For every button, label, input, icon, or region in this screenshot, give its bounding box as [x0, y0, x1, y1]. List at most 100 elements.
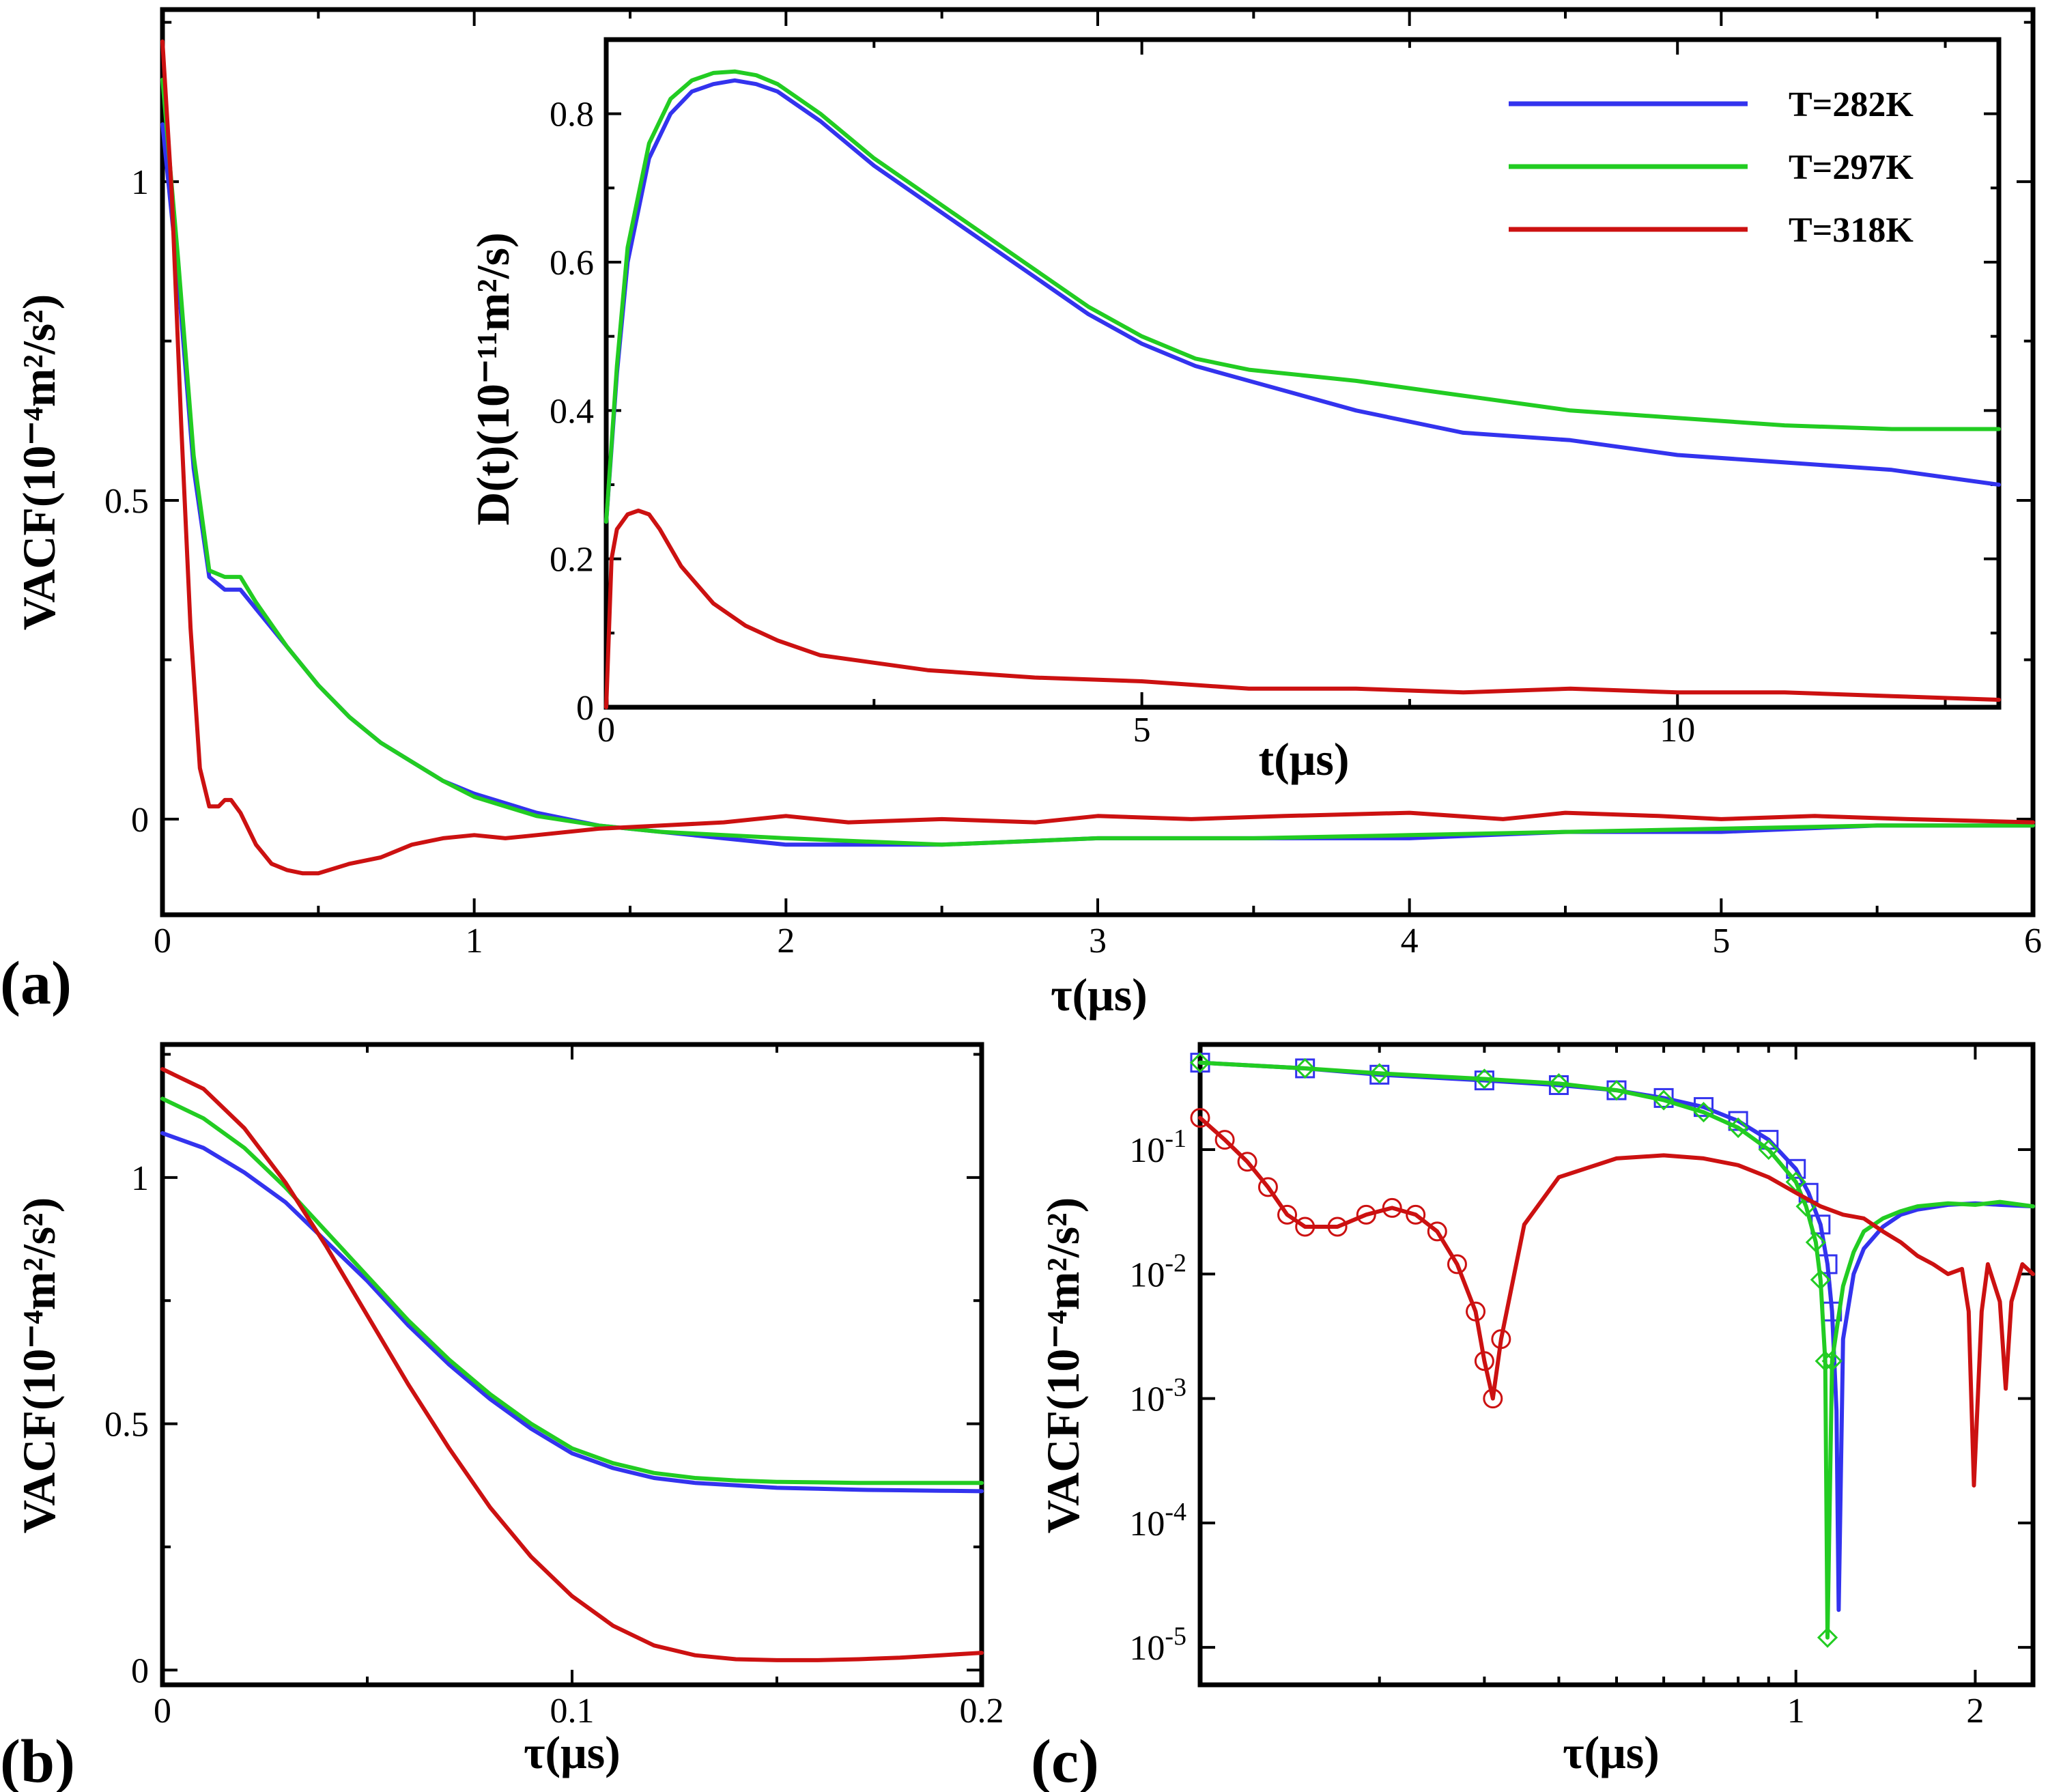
- data-point-diamond: [1810, 1269, 1831, 1290]
- panel-c-ticks: 1 2 10-5 10-4 10-3 10-2 10-1: [1129, 1044, 2033, 1731]
- y-tick-label: 0: [131, 1651, 149, 1690]
- y-tick-label: 0.8: [550, 96, 594, 134]
- x-tick-label: 5: [1133, 711, 1151, 750]
- data-point-circle: [1257, 1177, 1278, 1197]
- data-point-circle: [1214, 1130, 1235, 1150]
- data-point-circle: [1190, 1108, 1210, 1128]
- x-tick-label: 2: [1966, 1692, 1984, 1731]
- x-tick-label: 10: [1660, 711, 1695, 750]
- panel-c-frame: [1197, 1042, 2036, 1688]
- panel-b-series: [160, 1067, 984, 1662]
- panel-a-series: [160, 39, 2035, 876]
- x-tick-label: 0: [597, 711, 615, 750]
- data-point-circle: [1491, 1329, 1511, 1350]
- series-line-T297K: [160, 1096, 984, 1485]
- legend-label-318: T=318K: [1789, 211, 1914, 250]
- y-tick-label: 10-2: [1129, 1249, 1186, 1294]
- panel-a-y-title: VACF(10⁻⁴m²/s²): [13, 294, 65, 630]
- series-line-T282K: [1198, 1060, 2035, 1612]
- panel-b-label: (b): [0, 1728, 75, 1792]
- x-tick-label: 1: [1787, 1692, 1805, 1731]
- x-tick-label: 1: [466, 922, 483, 961]
- data-point-diamond: [1805, 1232, 1827, 1253]
- series-line-T282K: [160, 1130, 984, 1494]
- inset-frame: [603, 37, 2002, 710]
- data-point-circle: [1237, 1152, 1257, 1172]
- data-point-diamond: [1653, 1090, 1675, 1111]
- x-tick-label: 2: [777, 922, 795, 961]
- data-point-diamond: [1294, 1057, 1315, 1079]
- panel-c-series: [1189, 1052, 2035, 1648]
- series-line-T282K: [604, 78, 2001, 524]
- legend-label-282: T=282K: [1789, 85, 1914, 124]
- panel-a-x-title: τ(μs): [1051, 969, 1148, 1021]
- y-tick-label: 0: [131, 801, 149, 840]
- inset-y-title: D(t)(10⁻¹¹m²/s): [467, 232, 519, 525]
- inset-ticks: 0 5 10 0 0.2 0.4 0.6 0.8: [550, 38, 1999, 750]
- y-tick-label: 1: [131, 163, 149, 202]
- series-line-T297K: [1198, 1060, 2035, 1640]
- series-line-T297K: [604, 69, 2001, 524]
- data-point-diamond: [1821, 1350, 1843, 1371]
- data-point-square: [1694, 1097, 1714, 1118]
- data-point-diamond: [1693, 1102, 1714, 1123]
- panel-c-plot: 1 2 10-5 10-4 10-3 10-2 10-1 τ(μs) VACF(10⁻⁴m²…: [1031, 1042, 2036, 1792]
- x-tick-label: 3: [1089, 922, 1107, 961]
- inset-x-title: t(μs): [1259, 733, 1350, 785]
- data-point-diamond: [1606, 1079, 1627, 1101]
- panel-c-y-title: VACF(10⁻⁴m²/s²): [1037, 1197, 1089, 1533]
- x-tick-label: 6: [2024, 922, 2042, 961]
- panel-a-ticks: 0 1 2 3 4 5 6 0 0.5 1: [104, 10, 2042, 961]
- x-tick-label: 5: [1712, 922, 1730, 961]
- data-point-circle: [1447, 1254, 1467, 1275]
- data-point-circle: [1474, 1351, 1494, 1371]
- data-point-diamond: [1728, 1117, 1749, 1139]
- legend-label-297: T=297K: [1789, 148, 1914, 187]
- panel-c-x-title: τ(μs): [1563, 1726, 1660, 1778]
- data-point-circle: [1427, 1221, 1447, 1242]
- y-tick-label: 1: [131, 1159, 149, 1198]
- data-point-circle: [1406, 1204, 1426, 1225]
- y-tick-label: 0.2: [550, 541, 594, 580]
- series-line-T318K: [1198, 1115, 2035, 1488]
- y-tick-label: 0: [576, 689, 594, 728]
- x-tick-label: 0.2: [960, 1692, 1004, 1731]
- data-point-diamond: [1548, 1073, 1569, 1094]
- x-tick-label: 0: [154, 1692, 171, 1731]
- panel-b-y-title: VACF(10⁻⁴m²/s²): [13, 1197, 65, 1533]
- y-tick-label: 10-5: [1129, 1622, 1186, 1668]
- panel-a-main-plot: 0 1 2 3 4 5 6 0 0.5 1 τ(μs) VACF(10⁻⁴m²/s²) (a): [0, 7, 2042, 1021]
- y-tick-label: 10-1: [1129, 1124, 1186, 1170]
- data-point-circle: [1483, 1389, 1503, 1409]
- data-point-circle: [1327, 1217, 1348, 1237]
- data-point-circle: [1382, 1197, 1402, 1218]
- y-tick-label: 0.5: [104, 482, 149, 521]
- data-point-circle: [1356, 1204, 1376, 1225]
- series-line-T318K: [604, 509, 2001, 709]
- y-tick-label: 0.4: [550, 392, 594, 431]
- x-tick-label: 4: [1401, 922, 1419, 961]
- panel-c-label: (c): [1031, 1728, 1099, 1792]
- y-tick-label: 10-3: [1129, 1374, 1186, 1419]
- data-point-circle: [1277, 1204, 1298, 1225]
- data-point-diamond: [1474, 1068, 1495, 1090]
- data-point-circle: [1295, 1217, 1315, 1237]
- data-point-diamond: [1758, 1139, 1779, 1161]
- series-line-T297K: [160, 77, 2035, 847]
- y-tick-label: 0.6: [550, 244, 594, 283]
- series-line-T318K: [160, 39, 2035, 876]
- y-tick-label: 10-4: [1129, 1498, 1186, 1544]
- series-line-T318K: [160, 1067, 984, 1662]
- data-point-diamond: [1369, 1063, 1390, 1084]
- panel-b-frame: [160, 1042, 984, 1688]
- x-tick-label: 0: [154, 922, 171, 961]
- panel-b-x-title: τ(μs): [524, 1726, 621, 1778]
- data-point-diamond: [1817, 1627, 1838, 1648]
- data-point-diamond: [1189, 1052, 1211, 1073]
- x-tick-label: 0.1: [550, 1692, 595, 1731]
- panel-b-plot: 0 0.1 0.2 0 0.5 1 τ(μs) VACF(10⁻⁴m²/s²) (b): [0, 1042, 1004, 1792]
- y-tick-label: 0.5: [104, 1406, 149, 1445]
- data-point-circle: [1466, 1301, 1486, 1322]
